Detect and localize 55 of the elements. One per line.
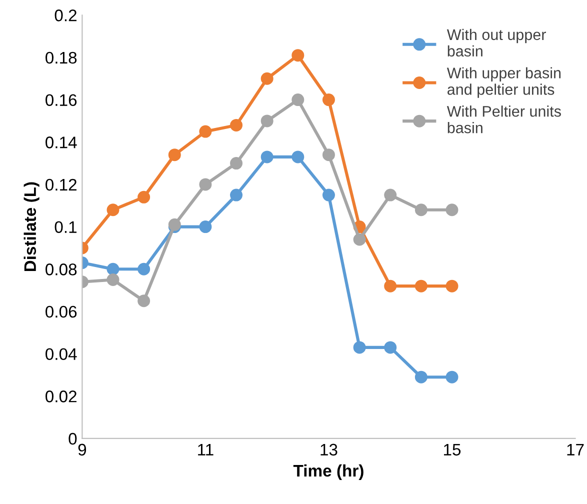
y-tick-label: 0.08 (46, 264, 77, 276)
point (230, 188, 243, 202)
point (414, 370, 428, 384)
point (292, 49, 304, 62)
point (353, 233, 366, 246)
y-tick-label: 0.14 (46, 136, 77, 148)
point (446, 370, 458, 384)
point (353, 341, 366, 354)
point (138, 294, 150, 308)
point (106, 273, 120, 286)
x-axis-title: Time (hr) (293, 464, 364, 480)
point (260, 114, 274, 128)
y-tick-label: 0.16 (46, 94, 77, 106)
x-tick-label: 17 (567, 444, 584, 456)
legend-label: With upper basin and peltier units (446, 67, 561, 98)
point (322, 148, 335, 162)
y-axis-title: Distilate (L) (24, 182, 40, 272)
point (384, 280, 397, 292)
point (106, 204, 120, 216)
point (414, 204, 428, 216)
point (384, 341, 397, 354)
point (260, 72, 274, 85)
point (138, 262, 150, 276)
point (199, 220, 212, 234)
legend-label: With out upper basin (446, 28, 546, 57)
point (106, 262, 120, 276)
y-tick-label: 0.1 (54, 221, 77, 234)
y-tick-label: 0 (68, 432, 77, 445)
point (138, 190, 150, 204)
x-tick-label: 9 (78, 444, 86, 456)
x-tick-label: 11 (198, 444, 214, 456)
legend-label: With Peltier units basin (446, 106, 561, 134)
x-tick-label: 15 (444, 444, 461, 456)
y-tick-label: 0.06 (46, 306, 77, 318)
point (414, 280, 428, 292)
point (168, 218, 181, 231)
y-tick-label: 0.12 (46, 178, 76, 191)
point (322, 94, 335, 106)
point (199, 178, 212, 191)
point (168, 148, 181, 162)
point (322, 188, 335, 202)
point (260, 150, 274, 164)
y-tick-label: 0.04 (46, 348, 77, 360)
point (292, 150, 304, 164)
point (446, 204, 458, 216)
y-tick-label: 0.02 (46, 390, 76, 402)
point (292, 94, 304, 106)
point (230, 157, 243, 170)
y-tick-label: 0.18 (46, 52, 77, 64)
point (199, 125, 212, 138)
point (384, 188, 397, 202)
y-tick-label: 0.2 (54, 10, 76, 22)
x-tick-label: 13 (320, 444, 338, 456)
point (446, 280, 458, 292)
point (230, 118, 243, 132)
